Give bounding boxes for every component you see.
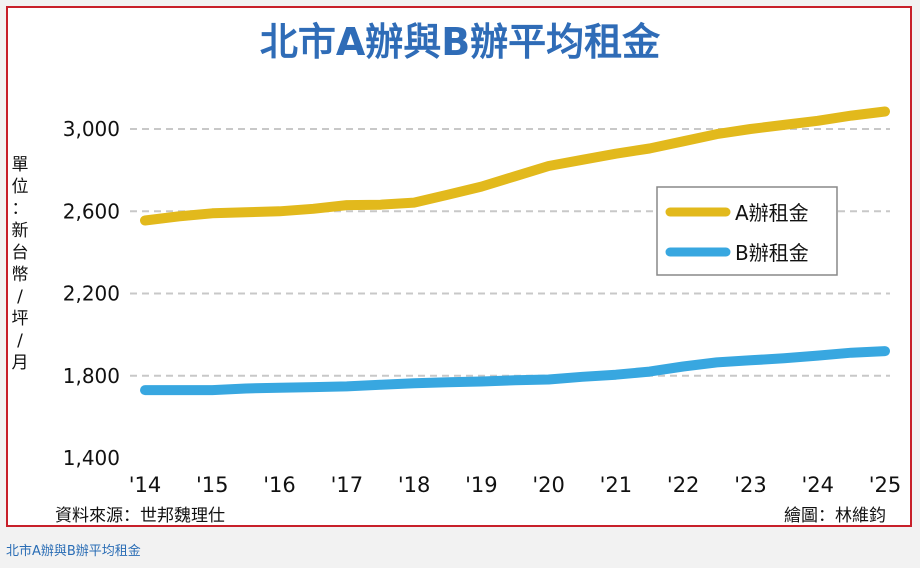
x-tick-label: '18 [398,473,431,497]
x-tick-label: '16 [263,473,296,497]
x-tick-label: '14 [129,473,162,497]
chart-title: 北市A辦與B辦平均租金 [260,20,661,64]
y-tick-label: 2,600 [63,199,120,223]
x-tick-label: '22 [667,473,700,497]
legend-box [656,186,838,276]
x-tick-label: '24 [801,473,834,497]
y-tick-label: 3,000 [63,117,120,141]
y-axis-label-char: 幣 [12,265,29,285]
x-tick-label: '20 [532,473,565,497]
x-tick-label: '19 [465,473,498,497]
y-axis-ticks: 1,400 1,800 2,200 2,600 3,000 [63,117,120,470]
legend-label-a: A辦租金 [735,201,809,225]
y-axis-label-char: 月 [12,353,29,373]
y-axis-label-char: ： [12,199,29,219]
y-axis-label-char: / [17,287,23,307]
y-axis-label: 單位：新台幣/坪/月 [12,155,29,373]
y-axis-label-char: 位 [12,177,29,197]
y-tick-label: 1,400 [63,446,120,470]
x-tick-label: '23 [734,473,767,497]
x-tick-label: '17 [331,473,364,497]
source-note: 資料來源：世邦魏理仕 [55,506,225,526]
x-tick-label: '21 [600,473,633,497]
legend-label-b: B辦租金 [735,241,809,265]
credit-note: 繪圖：林維鈞 [784,506,886,526]
legend: A辦租金 B辦租金 [656,186,838,276]
series-line-a [140,106,890,226]
y-axis-label-char: 單 [12,155,29,175]
y-axis-label-char: 台 [12,243,29,263]
y-axis-label-char: 坪 [12,309,29,329]
x-tick-label: '15 [196,473,229,497]
y-tick-label: 1,800 [63,364,120,388]
x-axis-ticks: '14 '15 '16 '17 '18 '19 '20 '21 '22 '23 '24 '25 [129,473,902,497]
y-axis-label-char: 新 [12,221,29,241]
series-lines [140,106,890,396]
y-axis-label-char: / [17,331,23,351]
image-caption: 北市A辦與B辦平均租金 [6,544,141,559]
series-line-b [140,346,890,396]
y-tick-label: 2,200 [63,282,120,306]
x-tick-label: '25 [869,473,902,497]
